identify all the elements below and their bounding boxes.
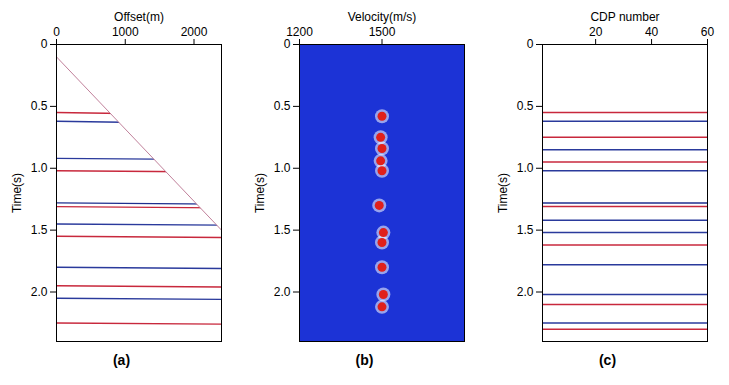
svg-text:1000: 1000	[112, 25, 139, 39]
svg-text:0: 0	[527, 37, 534, 51]
svg-text:Time(s): Time(s)	[10, 173, 24, 213]
svg-text:2.0: 2.0	[517, 285, 534, 299]
svg-text:0: 0	[284, 37, 291, 51]
svg-text:20: 20	[589, 25, 603, 39]
svg-text:2.0: 2.0	[274, 285, 291, 299]
svg-text:0: 0	[41, 37, 48, 51]
svg-text:2.0: 2.0	[31, 285, 48, 299]
svg-text:Velocity(m/s): Velocity(m/s)	[348, 10, 417, 24]
svg-text:Offset(m): Offset(m)	[114, 10, 164, 24]
svg-text:1.0: 1.0	[517, 161, 534, 175]
svg-text:60: 60	[701, 25, 715, 39]
svg-text:0.5: 0.5	[31, 99, 48, 113]
svg-text:1200: 1200	[286, 25, 313, 39]
svg-text:Time(s): Time(s)	[253, 173, 267, 213]
svg-text:1.0: 1.0	[31, 161, 48, 175]
svg-text:1.0: 1.0	[274, 161, 291, 175]
svg-text:1.5: 1.5	[517, 223, 534, 237]
html-text:(b): (b)	[355, 352, 374, 368]
svg-text:1.5: 1.5	[274, 223, 291, 237]
svg-text:40: 40	[645, 25, 659, 39]
html-text:(c): (c)	[598, 352, 617, 368]
svg-text:CDP number: CDP number	[590, 10, 659, 24]
svg-text:0.5: 0.5	[517, 99, 534, 113]
svg-text:Time(s): Time(s)	[496, 173, 510, 213]
svg-text:2000: 2000	[181, 25, 208, 39]
html-text:(a): (a)	[112, 352, 131, 368]
svg-text:0.5: 0.5	[274, 99, 291, 113]
svg-text:0: 0	[53, 25, 60, 39]
svg-text:1.5: 1.5	[31, 223, 48, 237]
svg-text:1500: 1500	[369, 25, 396, 39]
